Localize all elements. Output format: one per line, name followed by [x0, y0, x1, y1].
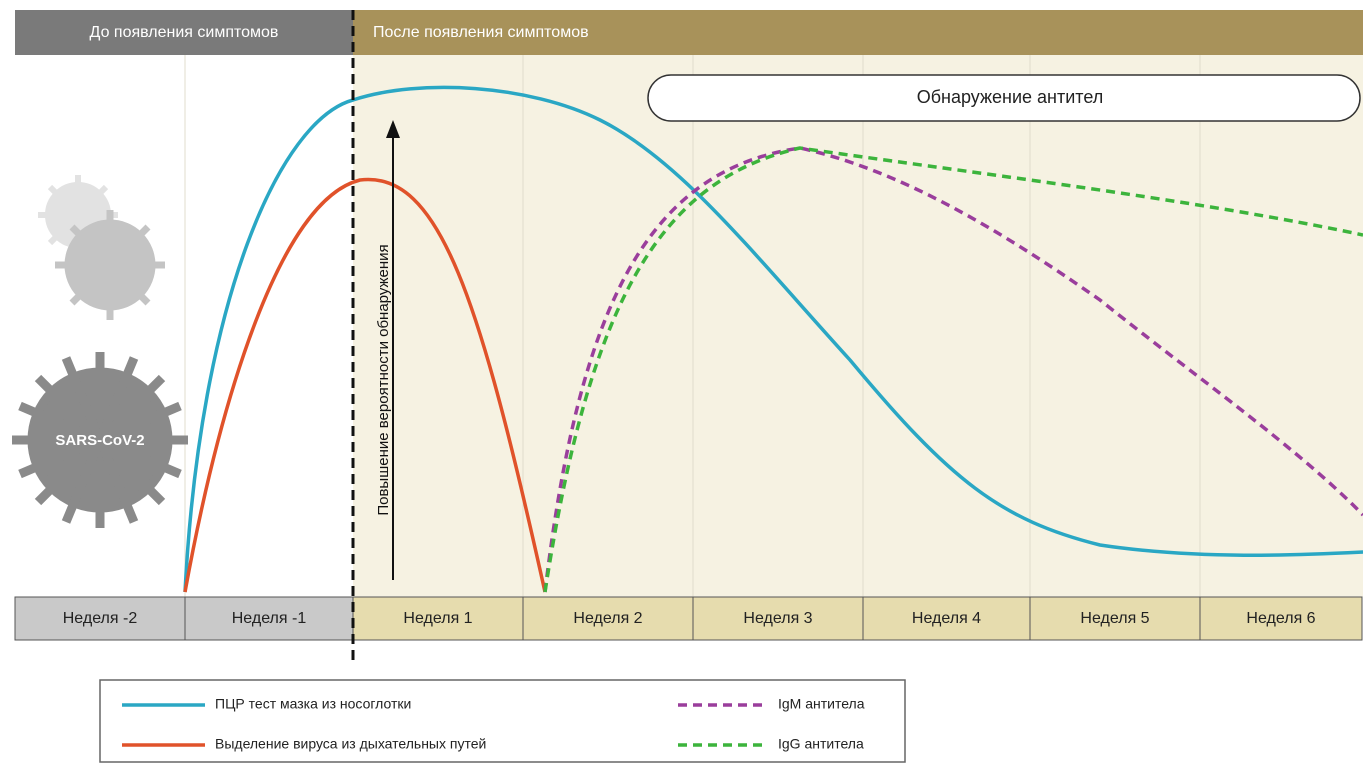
week-label: Неделя 4	[912, 610, 981, 627]
week-row: Неделя -2 Неделя -1 Неделя 1 Неделя 2 Неделя…	[15, 597, 1362, 640]
antibody-label: Обнаружение антител	[917, 87, 1104, 107]
arrow-label: Повышение вероятности обнаружения	[375, 244, 392, 515]
legend-label: IgG антитела	[778, 736, 864, 752]
post-area	[353, 55, 1363, 597]
virus-label: SARS-CoV-2	[55, 432, 144, 449]
week-label: Неделя 2	[573, 610, 642, 627]
week-label: Неделя -2	[63, 610, 138, 627]
legend-label: ПЦР тест мазка из носоглотки	[215, 696, 411, 712]
week-label: Неделя 3	[743, 610, 812, 627]
legend-label: IgM антитела	[778, 696, 865, 712]
week-label: Неделя 5	[1080, 610, 1149, 627]
week-label: Неделя 1	[403, 610, 472, 627]
week-label: Неделя -1	[232, 610, 307, 627]
header-after-text: После появления симптомов	[373, 24, 589, 41]
header-before-text: До появления симптомов	[90, 24, 279, 41]
legend-label: Выделение вируса из дыхательных путей	[215, 736, 486, 752]
diagram: До появления симптомов После появления с…	[0, 0, 1363, 764]
week-label: Неделя 6	[1246, 610, 1315, 627]
